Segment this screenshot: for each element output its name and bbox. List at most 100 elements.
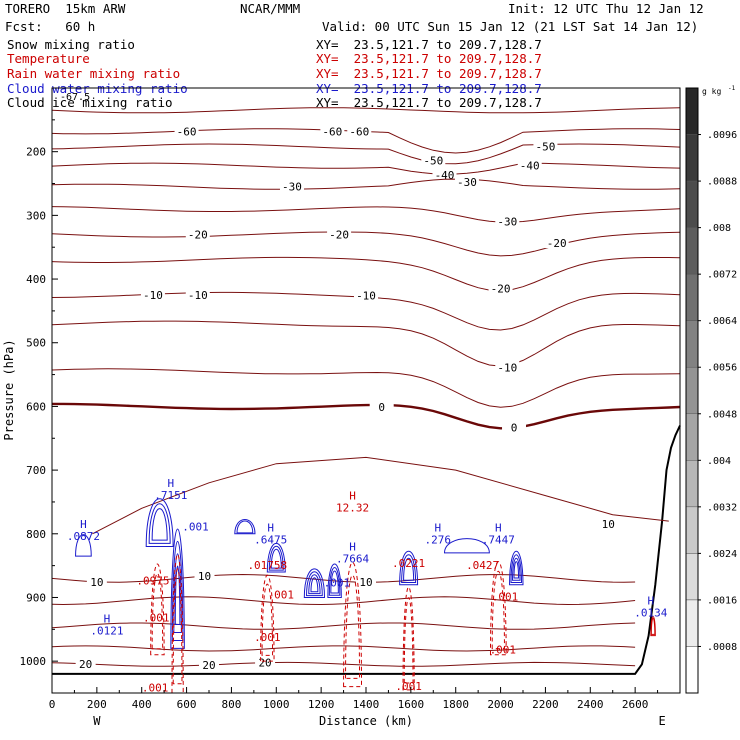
x-tick-label: 2200 bbox=[532, 698, 559, 711]
terrain-fill bbox=[52, 425, 681, 675]
cloud-contour bbox=[330, 570, 339, 594]
extremum-mark: H bbox=[495, 521, 502, 534]
extremum-value: .0221 bbox=[392, 557, 425, 570]
cloud-contour bbox=[170, 528, 185, 649]
isotherm-label: 0 bbox=[378, 401, 385, 414]
extremum-value: .6475 bbox=[254, 533, 287, 546]
cloud-contour bbox=[303, 568, 326, 598]
extremum-value: .0134 bbox=[634, 607, 667, 620]
extremum-value: .01758 bbox=[247, 559, 287, 572]
extremum-value: .0427 bbox=[466, 559, 499, 572]
extremum-value: .001 bbox=[143, 612, 170, 625]
extremum-value: .001 bbox=[490, 644, 517, 657]
isotherm-label-bg bbox=[174, 124, 199, 137]
init-time: Init: 12 UTC Thu 12 Jan 12 bbox=[508, 1, 704, 16]
hydrometeor-contours bbox=[75, 498, 656, 694]
x-tick-label: 1600 bbox=[398, 698, 425, 711]
west-label: W bbox=[93, 714, 101, 728]
isotherm-label-bg bbox=[495, 360, 520, 373]
colorbar-label: .0096 bbox=[707, 130, 737, 141]
x-tick-label: 800 bbox=[221, 698, 241, 711]
isotherm-line bbox=[51, 596, 636, 606]
colorbar: .0096 .0088 .008 .0072 .0064 .0056 .0048 .004 .0… bbox=[685, 85, 737, 694]
cloud-contour bbox=[328, 566, 341, 596]
isotherm-line bbox=[51, 231, 681, 257]
cloud-contour bbox=[509, 551, 524, 586]
model-title: TORERO 15km ARW bbox=[5, 1, 126, 16]
isotherm-line bbox=[92, 456, 669, 535]
field-rain-xy: XY= 23.5,121.7 to 209.7,128.7 bbox=[316, 66, 542, 81]
y-tick-label: 200 bbox=[26, 146, 46, 159]
isotherm-label-bg bbox=[454, 174, 479, 187]
isotherm-label-bg bbox=[255, 655, 276, 668]
rain-contour bbox=[260, 574, 275, 662]
colorbar-frame bbox=[685, 87, 699, 694]
field-temperature-name: Temperature bbox=[7, 51, 90, 66]
extremum-mark: H bbox=[168, 477, 175, 490]
isotherm-label-bg bbox=[495, 214, 520, 227]
extremum-value: 12.32 bbox=[336, 502, 369, 515]
x-tick-label: 1400 bbox=[353, 698, 380, 711]
extremum-value: .7447 bbox=[482, 533, 515, 546]
isotherm-label-top: -67.5 bbox=[60, 92, 90, 103]
extremum-mark: H bbox=[648, 595, 655, 608]
x-tick-label: 2600 bbox=[622, 698, 649, 711]
isotherm-label: -30 bbox=[457, 176, 477, 189]
y-tick-label: 300 bbox=[26, 209, 46, 222]
extremum-value: .7664 bbox=[336, 552, 369, 565]
colorbar-label: .0016 bbox=[707, 595, 737, 606]
extremum-mark: H bbox=[349, 540, 356, 553]
isotherm-label: -60 bbox=[322, 125, 342, 138]
isotherm-line bbox=[52, 402, 681, 430]
colorbar-segment bbox=[685, 180, 699, 228]
isotherm-label: -60 bbox=[177, 125, 197, 138]
isotherm-label: -30 bbox=[282, 181, 302, 194]
cloud-contour bbox=[513, 561, 520, 579]
isotherm-label-bg bbox=[86, 574, 107, 587]
isotherm-label-bg bbox=[502, 420, 527, 433]
isotherm-label: -20 bbox=[491, 283, 511, 296]
field-rain-name: Rain water mixing ratio bbox=[7, 66, 181, 81]
isotherm-label: 10 bbox=[90, 576, 103, 589]
extremum-mark: H bbox=[80, 518, 87, 531]
isotherm-label-bg bbox=[488, 281, 513, 294]
cloud-contour bbox=[401, 554, 417, 584]
extremum-value: .001 bbox=[254, 631, 281, 644]
isotherm-label: -10 bbox=[497, 362, 517, 375]
isotherm-label-bg bbox=[533, 139, 558, 152]
x-tick-label: 2400 bbox=[577, 698, 604, 711]
isotherm-label: -20 bbox=[547, 237, 567, 250]
cloud-contour bbox=[266, 542, 286, 573]
cloud-contour bbox=[174, 565, 181, 626]
isotherm-label-bg bbox=[327, 227, 352, 240]
isotherm-label-bg bbox=[544, 236, 569, 249]
y-tick-label: 700 bbox=[26, 464, 46, 477]
isotherm-label-bg bbox=[421, 153, 446, 166]
isotherm-label: -50 bbox=[423, 154, 443, 167]
colorbar-unit: g kg bbox=[702, 87, 721, 96]
isotherm-label: 20 bbox=[79, 658, 92, 671]
isotherm-label-bg bbox=[279, 179, 304, 192]
isotherm-label: -20 bbox=[329, 228, 349, 241]
colorbar-label: .0064 bbox=[707, 316, 737, 327]
colorbar-label: .0032 bbox=[707, 502, 737, 513]
colorbar-segment bbox=[685, 366, 699, 415]
isotherm-label: 20 bbox=[258, 657, 271, 670]
y-tick-label: 600 bbox=[26, 400, 46, 413]
isotherm-label: -30 bbox=[497, 216, 517, 229]
isotherm-line bbox=[51, 622, 636, 630]
cloud-contour bbox=[268, 546, 284, 571]
x-tick-label: 1200 bbox=[308, 698, 335, 711]
x-tick-label: 1000 bbox=[263, 698, 290, 711]
isotherm-label: 20 bbox=[202, 659, 215, 672]
extremum-value: .001 bbox=[492, 591, 519, 604]
isotherm-label: -20 bbox=[188, 228, 208, 241]
field-cloudice-name: Cloud ice mixing ratio bbox=[7, 95, 173, 110]
x-tick-label: 200 bbox=[87, 698, 107, 711]
cloud-contour bbox=[306, 571, 323, 597]
isotherm-label: -60 bbox=[349, 125, 369, 138]
field-snow-name: Snow mixing ratio bbox=[7, 37, 135, 52]
isotherm-line bbox=[51, 143, 681, 165]
